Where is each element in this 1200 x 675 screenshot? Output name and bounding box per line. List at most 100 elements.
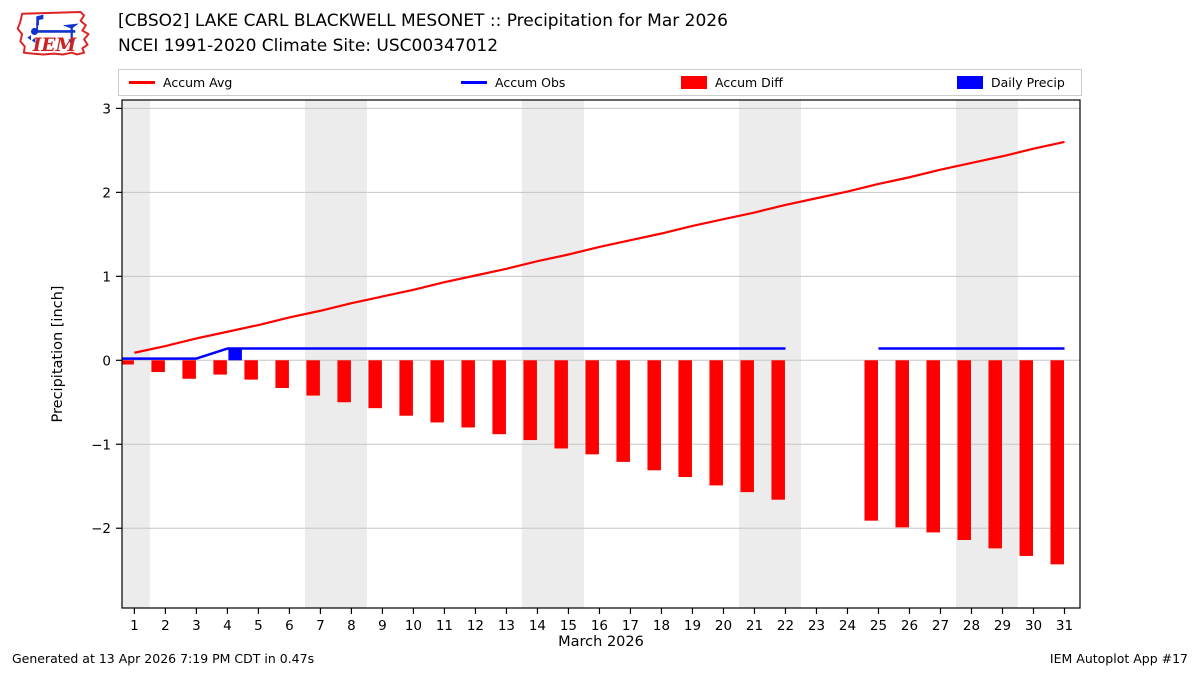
bar-day-19 bbox=[678, 360, 692, 478]
legend-item-daily-precip: Daily Precip bbox=[957, 70, 1065, 95]
bar-day-17 bbox=[616, 360, 630, 462]
chart-legend: Accum Avg Accum Obs Accum Diff Daily Precip bbox=[118, 69, 1082, 96]
x-tick-label: 5 bbox=[254, 618, 263, 634]
x-tick-label: 1 bbox=[130, 618, 139, 634]
accum-diff-bars bbox=[122, 360, 1064, 565]
bar-day-2 bbox=[151, 360, 165, 373]
bar-day-14 bbox=[523, 360, 537, 441]
bar-day-20 bbox=[709, 360, 723, 486]
iem-logo: IEM bbox=[16, 10, 90, 56]
legend-swatch bbox=[957, 76, 983, 89]
bar-day-27 bbox=[926, 360, 940, 533]
x-tick-label: 3 bbox=[192, 618, 201, 634]
bar-day-22 bbox=[771, 360, 785, 500]
legend-swatch bbox=[681, 76, 707, 89]
x-tick-label: 13 bbox=[498, 618, 515, 634]
x-tick-label: 21 bbox=[746, 618, 763, 634]
x-tick-label: 29 bbox=[994, 618, 1011, 634]
legend-item-accum-obs: Accum Obs bbox=[461, 70, 565, 95]
legend-label: Accum Obs bbox=[495, 75, 566, 90]
x-tick-label: 31 bbox=[1056, 618, 1073, 634]
x-axis-title: March 2026 bbox=[558, 634, 644, 650]
x-tick-label: 9 bbox=[378, 618, 387, 634]
bar-day-9 bbox=[368, 360, 382, 409]
daily-precip-bars bbox=[228, 349, 242, 361]
weekend-band bbox=[521, 100, 584, 608]
x-tick-label: 30 bbox=[1025, 618, 1042, 634]
x-tick-label: 18 bbox=[653, 618, 670, 634]
bar-day-26 bbox=[895, 360, 909, 528]
x-tick-label: 23 bbox=[808, 618, 825, 634]
weekend-shading bbox=[122, 100, 1018, 608]
y-axis-title: Precipitation [inch] bbox=[50, 285, 66, 423]
x-tick-label: 8 bbox=[347, 618, 356, 634]
y-axis: −2 −1 0 1 2 3 bbox=[91, 101, 122, 537]
accum-avg-line bbox=[134, 140, 1065, 354]
y-tick-label: −2 bbox=[91, 521, 111, 537]
bar-day-13 bbox=[492, 360, 506, 435]
app-attribution: IEM Autoplot App #17 bbox=[1049, 651, 1188, 666]
bar-day-18 bbox=[647, 360, 661, 471]
bar-day-1 bbox=[122, 360, 134, 365]
bar-day-15 bbox=[554, 360, 568, 449]
y-tick-label: 0 bbox=[102, 353, 111, 369]
x-tick-label: 20 bbox=[715, 618, 732, 634]
x-tick-label: 28 bbox=[963, 618, 980, 634]
x-tick-label: 4 bbox=[223, 618, 232, 634]
generated-timestamp: Generated at 13 Apr 2026 7:19 PM CDT in … bbox=[12, 651, 315, 666]
bar-day-25 bbox=[864, 360, 878, 521]
bar-day-30 bbox=[1019, 360, 1033, 556]
legend-item-accum-diff: Accum Diff bbox=[681, 70, 783, 95]
weekend-band bbox=[122, 100, 150, 608]
legend-item-accum-avg: Accum Avg bbox=[129, 70, 232, 95]
legend-label: Accum Avg bbox=[163, 75, 233, 90]
x-tick-label: 19 bbox=[684, 618, 701, 634]
x-tick-label: 25 bbox=[870, 618, 887, 634]
iem-logo-text: IEM bbox=[32, 35, 78, 56]
bar-day-3 bbox=[182, 360, 196, 379]
x-tick-label: 24 bbox=[839, 618, 856, 634]
x-axis: 1 2 3 4 5 6 7 8 9 10 11 12 13 14 15 16 17 18 19 20 21 22 23 24 2… bbox=[130, 608, 1073, 634]
page-title: [CBSO2] LAKE CARL BLACKWELL MESONET :: P… bbox=[118, 11, 728, 31]
x-tick-label: 27 bbox=[932, 618, 949, 634]
plot-frame bbox=[121, 99, 1081, 609]
y-tick-label: 3 bbox=[102, 101, 111, 117]
x-tick-label: 17 bbox=[622, 618, 639, 634]
gridlines bbox=[122, 107, 1080, 529]
x-tick-label: 22 bbox=[777, 618, 794, 634]
bar-day-6 bbox=[275, 360, 289, 389]
bar-day-4 bbox=[228, 349, 242, 361]
legend-swatch bbox=[129, 81, 155, 84]
bar-day-29 bbox=[988, 360, 1002, 549]
legend-label: Accum Diff bbox=[715, 75, 783, 90]
x-tick-label: 2 bbox=[161, 618, 170, 634]
bar-day-16 bbox=[585, 360, 599, 455]
y-tick-label: 1 bbox=[102, 269, 111, 285]
bar-day-12 bbox=[461, 360, 475, 428]
title-block: [CBSO2] LAKE CARL BLACKWELL MESONET :: P… bbox=[118, 9, 728, 59]
x-tick-label: 26 bbox=[901, 618, 918, 634]
x-tick-label: 10 bbox=[405, 618, 422, 634]
weather-vane-icon bbox=[27, 14, 79, 46]
weekend-band bbox=[738, 100, 801, 608]
x-tick-label: 16 bbox=[591, 618, 608, 634]
accum-obs-line bbox=[122, 347, 1065, 360]
weekend-band bbox=[304, 100, 367, 608]
line-segment bbox=[134, 140, 1065, 354]
y-tick-label: −1 bbox=[91, 437, 111, 453]
x-tick-label: 11 bbox=[436, 618, 453, 634]
bar-day-10 bbox=[399, 360, 413, 416]
bar-day-7 bbox=[306, 360, 320, 396]
bar-day-31 bbox=[1050, 360, 1064, 565]
legend-swatch bbox=[461, 81, 487, 84]
legend-label: Daily Precip bbox=[991, 75, 1065, 90]
bar-day-28 bbox=[957, 360, 971, 540]
bar-day-11 bbox=[430, 360, 444, 423]
y-tick-label: 2 bbox=[102, 185, 111, 201]
bar-day-8 bbox=[337, 360, 351, 403]
page-subtitle: NCEI 1991-2020 Climate Site: USC00347012 bbox=[118, 36, 499, 56]
x-tick-label: 14 bbox=[529, 618, 546, 634]
x-tick-label: 12 bbox=[467, 618, 484, 634]
